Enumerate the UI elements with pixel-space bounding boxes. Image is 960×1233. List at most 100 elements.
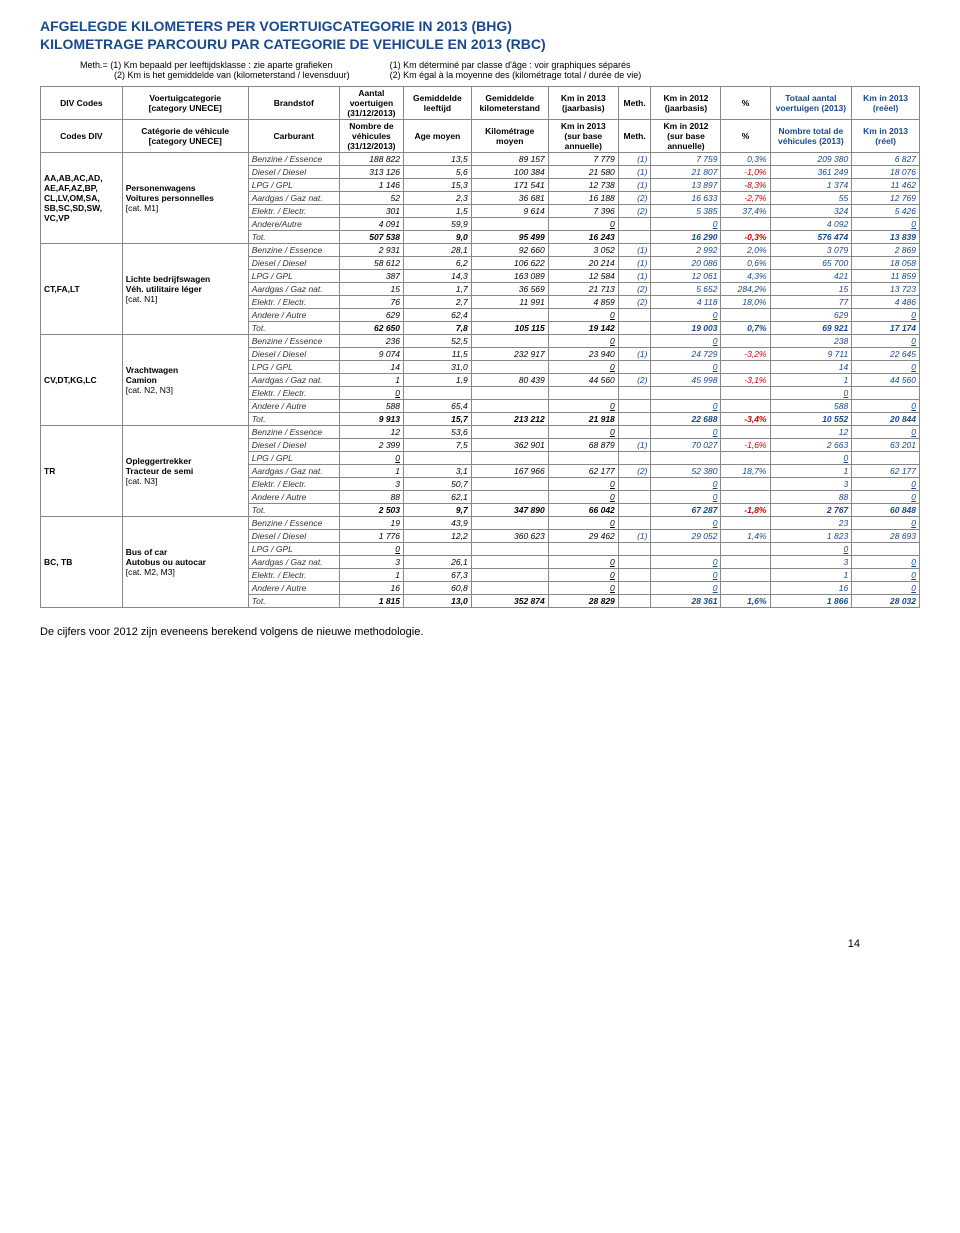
table-cell: Tot. [248, 413, 339, 426]
table-cell: 362 901 [471, 439, 548, 452]
table-cell [618, 504, 651, 517]
col-header: Voertuigcategorie[category UNECE] [122, 87, 248, 120]
table-cell: 2 992 [651, 244, 721, 257]
table-cell: Diesel / Diesel [248, 257, 339, 270]
table-cell: (1) [618, 166, 651, 179]
table-cell: 3 [339, 556, 403, 569]
table-cell: Elektr. / Electr. [248, 205, 339, 218]
table-cell: 6 827 [852, 153, 920, 166]
table-cell [618, 595, 651, 608]
table-cell [471, 556, 548, 569]
table-cell: 67 287 [651, 504, 721, 517]
table-cell: LPG / GPL [248, 452, 339, 465]
table-cell: -3,4% [721, 413, 770, 426]
table-cell: Aardgas / Gaz nat. [248, 283, 339, 296]
table-cell: 16 290 [651, 231, 721, 244]
table-cell: 4 091 [339, 218, 403, 231]
table-cell [404, 452, 472, 465]
table-cell: 0 [651, 478, 721, 491]
table-cell: Andere / Autre [248, 400, 339, 413]
table-cell: 0 [852, 309, 920, 322]
table-cell: 301 [339, 205, 403, 218]
table-cell: LPG / GPL [248, 179, 339, 192]
table-cell: 0 [852, 569, 920, 582]
table-cell: (2) [618, 283, 651, 296]
table-cell [721, 361, 770, 374]
table-cell: 18 076 [852, 166, 920, 179]
table-cell [721, 218, 770, 231]
table-cell [471, 426, 548, 439]
table-cell: 0 [770, 387, 852, 400]
table-cell [618, 231, 651, 244]
table-cell: 68 879 [548, 439, 618, 452]
table-cell: 3 [770, 556, 852, 569]
col-header: Nombre de véhicules (31/12/2013) [339, 120, 403, 153]
table-cell [471, 582, 548, 595]
table-cell: 0 [852, 556, 920, 569]
table-cell: 23 940 [548, 348, 618, 361]
col-header: Gemiddelde kilometerstand [471, 87, 548, 120]
col-header: Km in 2012 (sur base annuelle) [651, 120, 721, 153]
table-cell: 1 823 [770, 530, 852, 543]
table-cell: 17 174 [852, 322, 920, 335]
table-cell: (1) [618, 179, 651, 192]
meth-nl-2: (2) Km is het gemiddelde van (kilometers… [114, 70, 350, 80]
table-cell: 7 759 [651, 153, 721, 166]
table-cell [721, 491, 770, 504]
table-cell: 9 074 [339, 348, 403, 361]
table-cell: 62,1 [404, 491, 472, 504]
table-cell: 92 660 [471, 244, 548, 257]
table-cell: (1) [618, 348, 651, 361]
table-cell: 62 177 [852, 465, 920, 478]
col-header: Totaal aantal voertuigen (2013) [770, 87, 852, 120]
table-row: TROpleggertrekkerTracteur de semi[cat. N… [41, 426, 920, 439]
footnote: De cijfers voor 2012 zijn eveneens berek… [40, 626, 920, 638]
table-cell: 58 612 [339, 257, 403, 270]
table-cell [618, 335, 651, 348]
table-cell: 0,6% [721, 257, 770, 270]
table-cell: 9,7 [404, 504, 472, 517]
table-cell: 29 462 [548, 530, 618, 543]
table-cell: 12 [770, 426, 852, 439]
table-cell: (2) [618, 374, 651, 387]
table-cell: 171 541 [471, 179, 548, 192]
table-cell: 19 142 [548, 322, 618, 335]
col-header: Codes DIV [41, 120, 123, 153]
table-cell: -2,7% [721, 192, 770, 205]
table-cell: Aardgas / Gaz nat. [248, 556, 339, 569]
table-cell: 507 538 [339, 231, 403, 244]
table-cell: 0 [651, 491, 721, 504]
table-cell: 9 614 [471, 205, 548, 218]
table-cell [852, 543, 920, 556]
table-cell: 65,4 [404, 400, 472, 413]
table-cell: 62,4 [404, 309, 472, 322]
table-cell [852, 452, 920, 465]
table-cell: 360 623 [471, 530, 548, 543]
table-cell: 5 426 [852, 205, 920, 218]
table-cell: -1,8% [721, 504, 770, 517]
table-row: CV,DT,KG,LCVrachtwagenCamion[cat. N2, N3… [41, 335, 920, 348]
table-cell: Diesel / Diesel [248, 348, 339, 361]
table-cell [618, 569, 651, 582]
col-header: Age moyen [404, 120, 472, 153]
table-cell: 2 767 [770, 504, 852, 517]
table-cell [618, 556, 651, 569]
col-header: Km in 2013 (sur base annuelle) [548, 120, 618, 153]
table-cell: 5,6 [404, 166, 472, 179]
title-fr: KILOMETRAGE PARCOURU PAR CATEGORIE DE VE… [40, 36, 920, 52]
table-cell: 14 [770, 361, 852, 374]
table-cell: 0 [852, 335, 920, 348]
table-cell: (1) [618, 153, 651, 166]
table-cell: 238 [770, 335, 852, 348]
table-cell: (2) [618, 205, 651, 218]
category-cell: PersonenwagensVoitures personnelles[cat.… [122, 153, 248, 244]
table-cell: 12 769 [852, 192, 920, 205]
table-cell [721, 452, 770, 465]
table-cell: 188 822 [339, 153, 403, 166]
table-cell: (2) [618, 296, 651, 309]
table-cell: 1 866 [770, 595, 852, 608]
table-cell: 13,0 [404, 595, 472, 608]
table-row: CT,FA,LTLichte bedrijfswagenVéh. utilita… [41, 244, 920, 257]
table-cell: 0 [651, 335, 721, 348]
table-cell: 50,7 [404, 478, 472, 491]
